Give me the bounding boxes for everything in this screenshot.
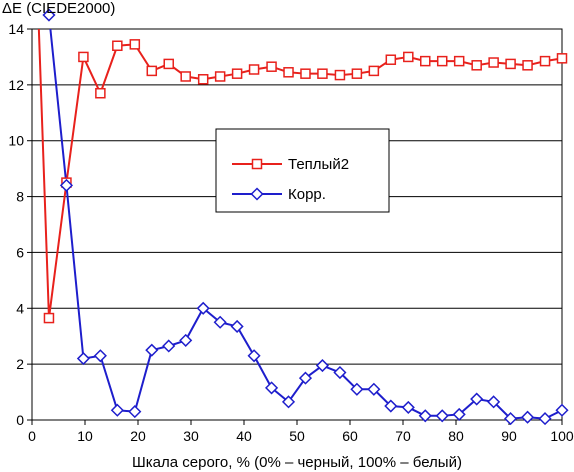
data-point-square <box>453 55 465 67</box>
data-point-diamond <box>76 351 90 366</box>
legend-label: Корр. <box>288 186 326 203</box>
data-point-diamond <box>504 412 518 426</box>
data-point-square <box>522 60 533 71</box>
data-point-square <box>556 53 568 64</box>
data-point-diamond <box>264 381 279 395</box>
data-point-diamond <box>59 178 74 192</box>
data-point-square <box>368 65 380 77</box>
x-tick-label: 100 <box>550 428 574 444</box>
x-tick-label: 90 <box>501 428 517 444</box>
data-point-square <box>505 58 516 70</box>
x-tick-label: 30 <box>183 428 199 444</box>
data-point-diamond <box>281 395 296 409</box>
data-point-diamond <box>401 400 415 414</box>
legend-box <box>215 128 390 213</box>
data-point-square <box>197 74 209 85</box>
y-tick-label: 6 <box>16 244 24 260</box>
x-axis-title: Шкала серого, % (0% – черный, 100% – бел… <box>132 454 462 471</box>
data-point-square <box>403 51 414 63</box>
x-tick-label: 20 <box>130 428 146 444</box>
data-point-square <box>351 68 363 79</box>
data-point-square <box>231 68 243 79</box>
data-point-square <box>436 55 448 67</box>
data-point-diamond <box>247 349 261 363</box>
data-point-diamond <box>367 382 381 396</box>
y-tick-label: 4 <box>16 300 24 316</box>
y-axis-title: ΔE (CIEDE2000) <box>2 0 115 17</box>
data-point-diamond <box>42 8 56 22</box>
data-point-square <box>385 54 397 65</box>
data-point-diamond <box>145 343 159 357</box>
x-tick-label: 40 <box>236 428 252 444</box>
y-tick-label: 2 <box>16 356 24 372</box>
legend-marker <box>251 158 263 170</box>
gridlines <box>32 84 562 365</box>
data-point-square <box>146 65 158 77</box>
y-tick-label: 8 <box>16 189 24 205</box>
data-point-diamond <box>179 333 193 347</box>
data-point-square <box>300 68 311 79</box>
data-point-diamond <box>555 403 569 417</box>
data-point-square <box>43 312 55 324</box>
data-point-square <box>248 64 260 75</box>
data-point-square <box>95 87 106 99</box>
markers-layer <box>42 8 569 426</box>
data-point-diamond <box>230 319 244 333</box>
x-tick-label: 0 <box>28 428 36 444</box>
y-tick-label: 14 <box>8 21 24 37</box>
data-point-diamond <box>315 358 330 373</box>
data-point-square <box>214 71 226 82</box>
data-point-square <box>317 68 328 79</box>
data-point-square <box>180 71 191 82</box>
x-tick-label: 60 <box>342 428 358 444</box>
y-tick-label: 10 <box>8 133 24 149</box>
data-point-square <box>420 55 431 67</box>
data-point-square <box>539 55 551 67</box>
data-point-square <box>488 57 499 68</box>
x-axis-ticks: 0 10 20 30 40 50 60 70 80 90 100 <box>28 420 574 444</box>
data-point-diamond <box>487 395 501 409</box>
data-point-diamond <box>470 392 484 406</box>
legend-marker <box>250 187 264 201</box>
data-point-square <box>78 51 89 63</box>
x-tick-label: 80 <box>448 428 464 444</box>
data-point-diamond <box>520 410 535 424</box>
data-point-diamond <box>452 407 466 421</box>
data-point-square <box>283 67 294 78</box>
data-point-diamond <box>298 371 313 385</box>
data-point-square <box>163 58 174 70</box>
plot-area-border <box>31 28 563 421</box>
x-tick-label: 70 <box>395 428 411 444</box>
data-point-square <box>471 60 482 71</box>
y-axis-ticks: 0 2 4 6 8 10 12 14 <box>8 21 32 428</box>
data-point-diamond <box>418 409 432 423</box>
data-point-square <box>112 40 123 52</box>
data-point-diamond <box>128 405 142 419</box>
data-point-diamond <box>538 412 552 426</box>
data-point-square <box>129 39 141 50</box>
data-point-diamond <box>213 315 227 329</box>
legend: Теплый2 Корр. <box>215 128 390 213</box>
data-point-square <box>266 61 277 72</box>
x-tick-label: 50 <box>289 428 305 444</box>
data-point-diamond <box>384 399 398 413</box>
data-point-diamond <box>196 301 210 315</box>
y-tick-label: 12 <box>8 77 24 93</box>
data-point-diamond <box>435 409 449 423</box>
data-point-diamond <box>350 382 364 396</box>
data-point-diamond <box>93 349 107 363</box>
data-point-diamond <box>162 339 176 353</box>
legend-label: Теплый2 <box>288 156 349 173</box>
data-point-diamond <box>110 403 124 417</box>
y-tick-label: 0 <box>16 412 24 428</box>
data-point-diamond <box>333 365 347 380</box>
data-point-square <box>334 69 346 81</box>
x-tick-label: 10 <box>77 428 93 444</box>
